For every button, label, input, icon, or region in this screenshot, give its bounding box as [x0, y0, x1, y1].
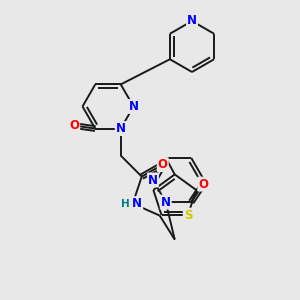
Text: O: O [69, 119, 79, 132]
Text: N: N [187, 14, 197, 28]
Text: N: N [161, 196, 171, 208]
Text: N: N [148, 173, 158, 187]
Text: H: H [121, 199, 130, 208]
Text: N: N [128, 100, 139, 113]
Text: O: O [158, 158, 168, 171]
Text: O: O [198, 178, 208, 190]
Text: N: N [132, 197, 142, 210]
Text: N: N [116, 122, 126, 135]
Text: S: S [184, 208, 192, 222]
